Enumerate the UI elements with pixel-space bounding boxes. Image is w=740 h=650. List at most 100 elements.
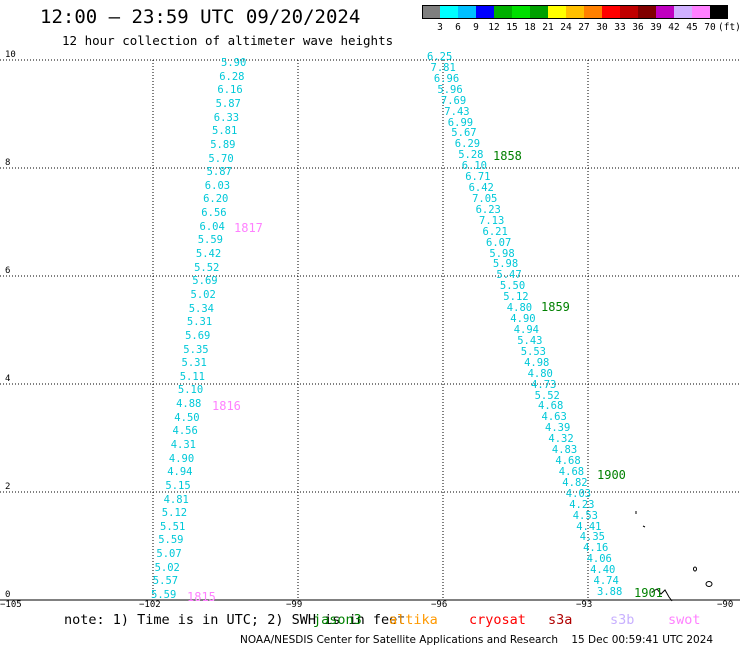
wave-height-label: 4.80: [506, 302, 533, 315]
legend-tick-label: 33: [614, 22, 626, 33]
wave-height-label: 4.74: [593, 575, 619, 588]
wave-height-label: 5.69: [192, 275, 218, 288]
wave-height-label: 6.96: [433, 72, 460, 85]
wave-height-label: 5.47: [496, 269, 522, 282]
wave-height-label: 4.80: [527, 367, 553, 380]
y-tick-label: 6: [5, 266, 11, 276]
wave-height-label: 4.41: [576, 520, 602, 533]
legend-unit: (ft): [718, 22, 740, 33]
wave-height-label: 5.98: [492, 258, 519, 271]
legend-swatch: [674, 5, 692, 19]
coastline-segment: [651, 588, 673, 602]
wave-height-label: 7.69: [440, 94, 467, 107]
island-shape: [705, 581, 713, 587]
satellite-legend-item: swot: [668, 612, 701, 628]
legend-swatch: [458, 5, 476, 19]
satellite-legend-item: cryosat: [469, 612, 526, 628]
wave-height-label: 4.39: [545, 422, 571, 435]
wave-height-label: 5.34: [188, 302, 214, 315]
y-tick-label: 4: [5, 374, 11, 384]
wave-height-label: 7.13: [479, 214, 505, 227]
chart-title: 12:00 — 23:59 UTC 09/20/2024: [40, 6, 361, 28]
wave-height-label: 4.06: [586, 553, 612, 566]
wave-height-label: 4.50: [174, 411, 200, 424]
wave-height-label: 5.87: [215, 97, 241, 110]
wave-height-label: 5.70: [208, 152, 234, 165]
wave-height-label: 5.12: [503, 291, 529, 304]
wave-height-label: 4.16: [583, 542, 609, 555]
legend-tick-label: 21: [542, 22, 554, 33]
wave-height-label: 4.83: [551, 444, 578, 457]
legend-tick-label: 9: [473, 22, 479, 33]
wave-height-label: 4.82: [562, 476, 588, 489]
wave-height-label: 4.40: [590, 564, 616, 577]
wave-height-label: 4.63: [541, 411, 567, 424]
wave-height-label: 6.29: [454, 138, 481, 151]
wave-height-label: 4.32: [548, 433, 574, 446]
legend-tick-label: 6: [455, 22, 461, 33]
legend-swatch: [476, 5, 494, 19]
wave-height-label: 7.81: [430, 61, 456, 74]
y-tick-label: 2: [5, 482, 11, 492]
x-tick-label: −99: [286, 600, 303, 610]
wave-height-label: 5.02: [154, 561, 180, 574]
wave-height-label: 5.42: [195, 248, 222, 260]
wave-height-label: 4.56: [172, 425, 198, 438]
wave-height-label: 4.81: [163, 493, 189, 506]
wave-height-label: 4.98: [524, 356, 550, 369]
y-tick-label: 10: [5, 50, 16, 60]
satellite-legend-item: s3a: [548, 612, 573, 628]
wave-height-label: 5.59: [151, 589, 177, 601]
legend-tick-label: 36: [632, 22, 644, 33]
wave-height-label: 5.89: [210, 138, 236, 151]
satellite-legend-item: jason3: [313, 612, 362, 628]
legend-swatch: [566, 5, 584, 19]
wave-height-label: 5.43: [517, 334, 543, 347]
wave-height-label: 5.52: [194, 261, 220, 274]
wave-height-label: 4.68: [538, 400, 564, 413]
pass-label: 1900: [597, 468, 626, 482]
wave-height-label: 6.03: [204, 179, 231, 192]
legend-swatch: [710, 5, 728, 19]
wave-height-label: 4.90: [168, 452, 195, 465]
wave-height-label: 6.71: [465, 171, 491, 184]
wave-height-label: 6.56: [201, 207, 227, 220]
wave-height-label: 6.33: [213, 111, 240, 124]
wave-height-label: 5.53: [520, 345, 546, 358]
wave-height-label: 5.96: [437, 83, 463, 96]
legend-swatch: [494, 5, 512, 19]
legend-swatch: [638, 5, 656, 19]
y-tick-label: 8: [5, 158, 11, 168]
wave-height-label: 4.68: [555, 455, 581, 467]
wave-height-label: 5.51: [160, 520, 186, 533]
wave-height-label: 5.81: [212, 125, 238, 138]
wave-height-label: 6.28: [219, 70, 245, 83]
legend-swatch: [584, 5, 602, 19]
wave-height-label: 5.50: [499, 280, 526, 293]
wave-height-label: 3.88: [597, 586, 623, 598]
wave-height-label: 4.94: [167, 466, 193, 479]
legend-tick-label: 12: [488, 22, 500, 33]
legend-swatch: [692, 5, 710, 19]
wave-height-label: 4.03: [565, 487, 592, 500]
wave-height-label: 5.57: [152, 575, 179, 588]
legend-swatch: [530, 5, 548, 19]
wave-height-label: 5.15: [165, 479, 191, 492]
wave-height-label: 5.28: [458, 149, 484, 162]
wave-height-label: 6.42: [468, 182, 494, 194]
pass-label: 1817: [234, 221, 263, 235]
legend-tick-label: 39: [650, 22, 662, 33]
wave-height-label: 7.05: [472, 192, 498, 205]
footer-credit: NOAA/NESDIS Center for Satellite Applica…: [240, 634, 714, 646]
wave-height-label: 4.35: [579, 531, 605, 544]
x-tick-label: −105: [0, 600, 22, 610]
wave-height-label: 4.94: [513, 324, 539, 336]
wave-height-label: 5.52: [534, 389, 560, 402]
legend-tick-label: 42: [668, 22, 680, 33]
legend-swatch: [440, 5, 458, 19]
wave-height-label: 6.10: [461, 160, 487, 173]
wave-height-label: 5.87: [206, 166, 232, 179]
pass-label: 1815: [187, 590, 216, 604]
legend-swatch: [656, 5, 674, 19]
